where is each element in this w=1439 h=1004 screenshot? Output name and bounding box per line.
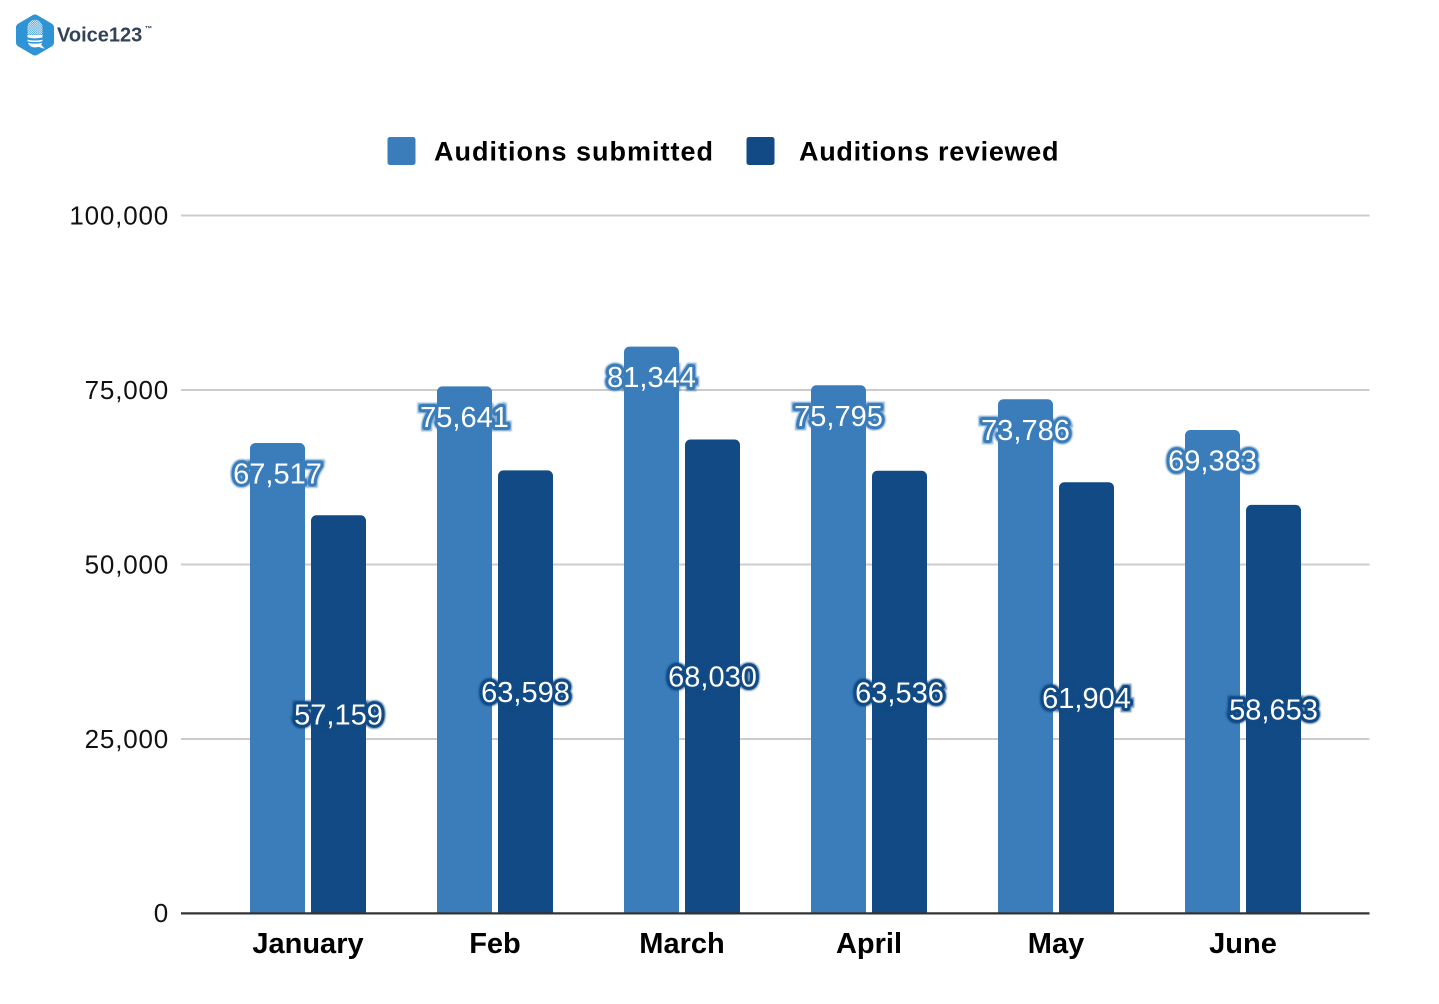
svg-text:81,344: 81,344	[607, 362, 696, 394]
svg-text:January: January	[252, 928, 363, 960]
svg-text:63,536: 63,536	[855, 677, 944, 709]
svg-text:67,517: 67,517	[233, 459, 322, 491]
svg-text:61,904: 61,904	[1042, 683, 1131, 715]
svg-text:63,598: 63,598	[481, 677, 570, 709]
svg-text:50,000: 50,000	[85, 550, 169, 580]
svg-text:™: ™	[145, 24, 153, 33]
svg-text:100,000: 100,000	[69, 201, 169, 231]
svg-text:69,383: 69,383	[1168, 446, 1257, 478]
svg-text:0: 0	[154, 898, 169, 928]
svg-text:June: June	[1209, 928, 1277, 960]
svg-text:Voice123: Voice123	[57, 25, 142, 47]
svg-text:75,795: 75,795	[794, 401, 883, 433]
svg-text:81,344: 81,344	[607, 362, 696, 394]
svg-text:Feb: Feb	[469, 928, 521, 960]
svg-text:April: April	[836, 928, 902, 960]
svg-text:73,786: 73,786	[981, 415, 1070, 447]
svg-text:58,653: 58,653	[1229, 695, 1318, 727]
svg-text:68,030: 68,030	[668, 662, 757, 694]
svg-text:57,159: 57,159	[294, 700, 383, 732]
svg-text:68,030: 68,030	[668, 662, 757, 694]
svg-text:69,383: 69,383	[1168, 446, 1257, 478]
svg-text:May: May	[1028, 928, 1084, 960]
svg-text:March: March	[639, 928, 724, 960]
svg-text:Auditions reviewed: Auditions reviewed	[799, 137, 1059, 167]
svg-text:75,641: 75,641	[420, 402, 509, 434]
svg-text:Auditions submitted: Auditions submitted	[434, 137, 714, 167]
svg-text:61,904: 61,904	[1042, 683, 1131, 715]
svg-text:63,598: 63,598	[481, 677, 570, 709]
svg-text:63,536: 63,536	[855, 677, 944, 709]
svg-text:25,000: 25,000	[85, 724, 169, 754]
svg-text:57,159: 57,159	[294, 700, 383, 732]
svg-text:75,641: 75,641	[420, 402, 509, 434]
svg-text:58,653: 58,653	[1229, 695, 1318, 727]
svg-text:75,795: 75,795	[794, 401, 883, 433]
svg-text:73,786: 73,786	[981, 415, 1070, 447]
svg-text:67,517: 67,517	[233, 459, 322, 491]
svg-text:75,000: 75,000	[85, 375, 169, 405]
